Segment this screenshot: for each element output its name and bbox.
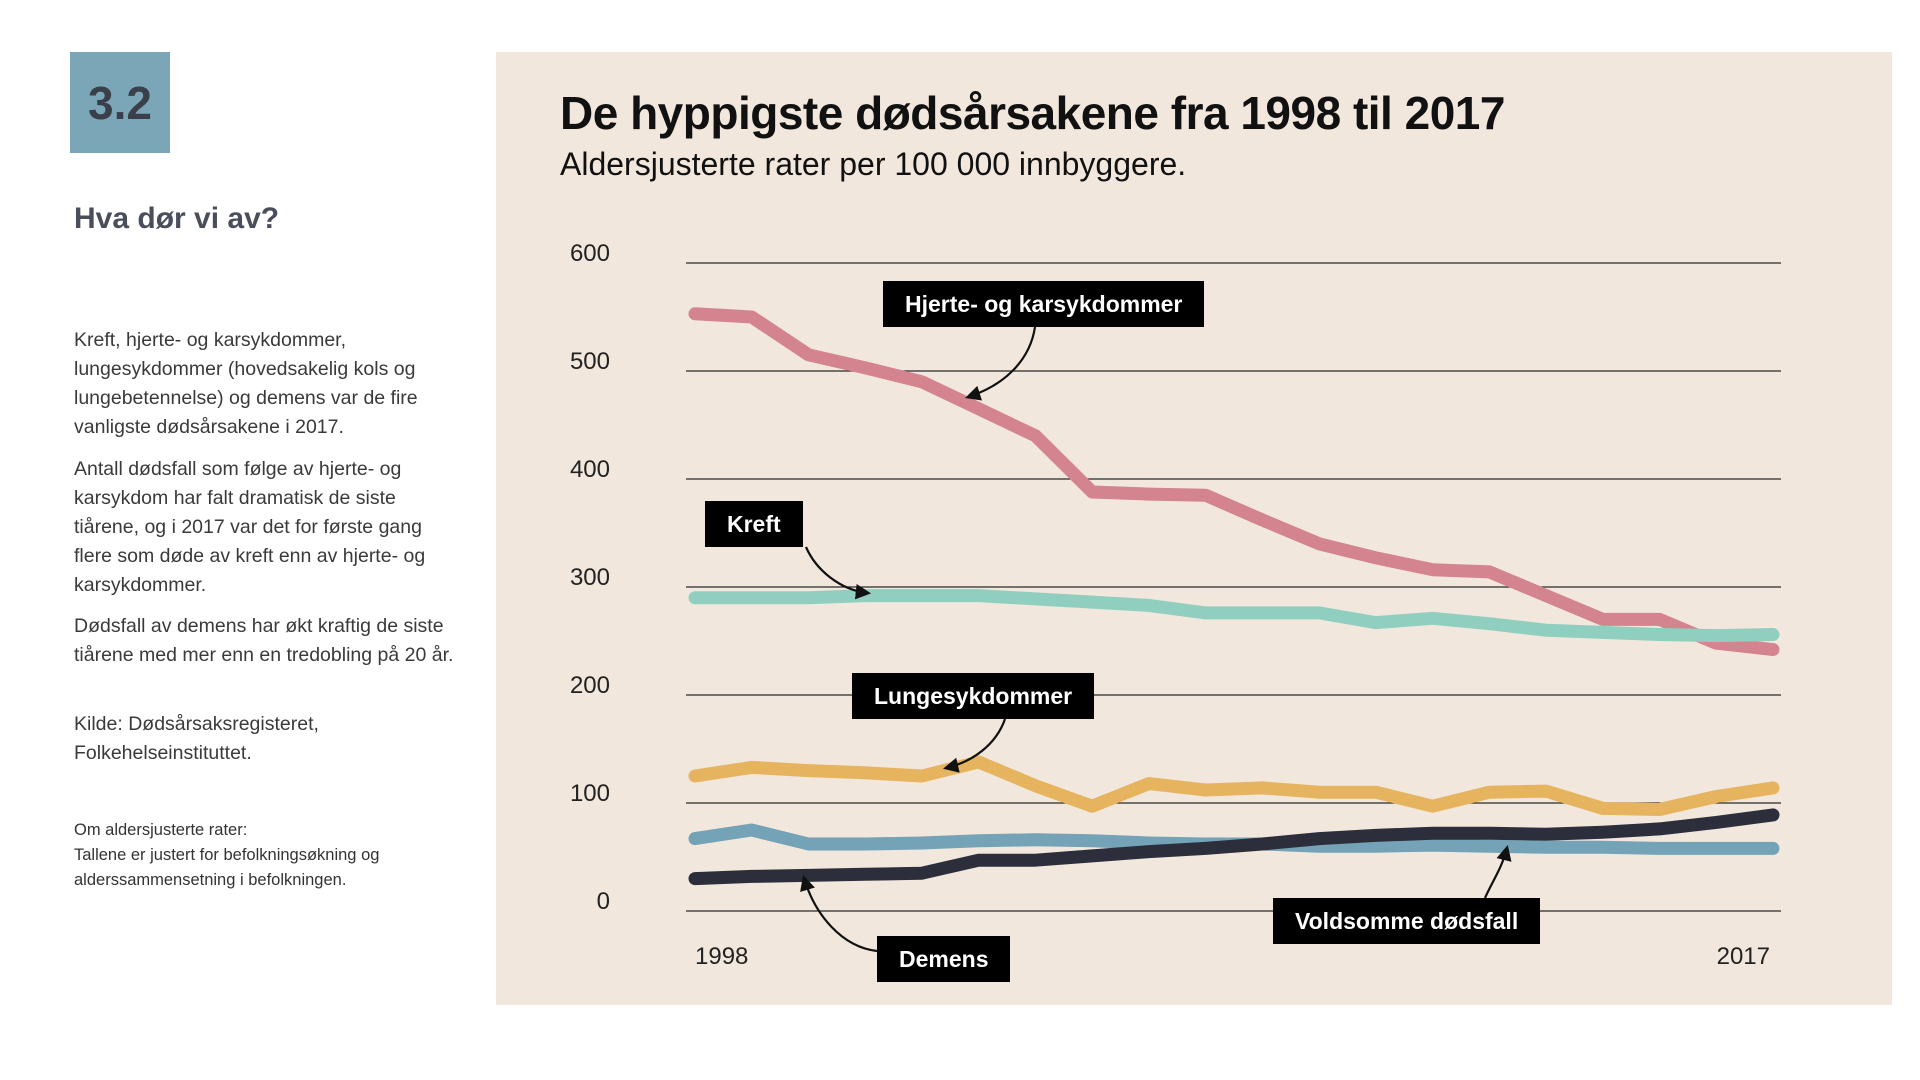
arrow-voldsomme bbox=[1483, 845, 1512, 899]
arrow-hjerte bbox=[965, 326, 1037, 401]
body-paragraph-2: Antall dødsfall som følge av hjerte- og … bbox=[74, 458, 426, 596]
x-tick-label-start: 1998 bbox=[695, 943, 748, 970]
label-lungesykdommer: Lungesykdommer bbox=[852, 673, 1095, 719]
label-voldsomme-dodsfall: Voldsomme dødsfall bbox=[1273, 898, 1541, 944]
arrow-demens bbox=[800, 875, 878, 953]
arrow-kreft bbox=[804, 546, 872, 600]
series-line-1 bbox=[688, 307, 1780, 657]
series-line-3 bbox=[688, 755, 1780, 816]
y-tick-label-0: 0 bbox=[597, 888, 610, 915]
section-number: 3.2 bbox=[88, 76, 152, 129]
series-line-5 bbox=[688, 808, 1780, 886]
body-paragraph-3: Dødsfall av demens har økt kraftig de si… bbox=[74, 615, 454, 666]
x-tick-label-end: 2017 bbox=[1717, 943, 1770, 970]
source-text: Kilde: Dødsårsaksregisteret, Folkehelsei… bbox=[74, 713, 319, 764]
chart-title: De hyppigste dødsårsakene fra 1998 til 2… bbox=[560, 87, 1505, 139]
y-tick-label-500: 500 bbox=[570, 348, 610, 375]
label-demens: Demens bbox=[877, 936, 1011, 982]
label-hjerte-karsykdommer: Hjerte- og karsykdommer bbox=[883, 281, 1205, 327]
y-tick-label-400: 400 bbox=[570, 456, 610, 483]
y-tick-label-200: 200 bbox=[570, 672, 610, 699]
chart-subtitle: Aldersjusterte rater per 100 000 innbygg… bbox=[560, 146, 1187, 182]
y-tick-label-600: 600 bbox=[570, 240, 610, 267]
section-badge: 3.2 bbox=[70, 52, 170, 153]
section-heading: Hva dør vi av? bbox=[74, 202, 280, 235]
note-text: Tallene er justert for befolkningsøkning… bbox=[74, 846, 380, 889]
series-line-2 bbox=[688, 589, 1780, 643]
label-kreft: Kreft bbox=[705, 501, 803, 547]
note-title: Om aldersjusterte rater: bbox=[74, 821, 248, 839]
y-tick-label-300: 300 bbox=[570, 564, 610, 591]
y-tick-label-100: 100 bbox=[570, 780, 610, 807]
body-paragraph-1: Kreft, hjerte- og karsykdommer, lungesyk… bbox=[74, 329, 418, 438]
arrow-lunge bbox=[942, 718, 1007, 773]
